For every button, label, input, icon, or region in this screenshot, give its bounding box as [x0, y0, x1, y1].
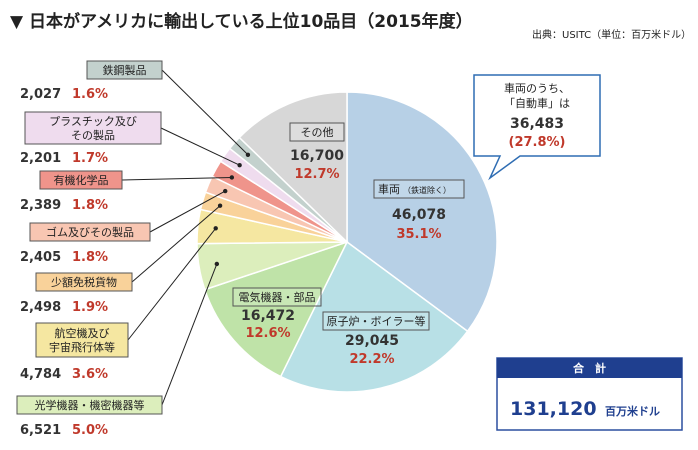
label-box-duty-free	[35, 272, 133, 292]
value-vehicles: 46,078	[392, 207, 446, 223]
label-box-plastic	[24, 111, 162, 145]
label-other: その他	[301, 126, 334, 139]
pie-slices	[196, 91, 498, 393]
label-plastic-line2: その製品	[71, 128, 115, 142]
leader-duty-free	[131, 205, 221, 283]
percent-electrical: 12.6%	[245, 326, 290, 341]
leader-aircraft	[127, 228, 217, 341]
percent-aircraft: 3.6%	[72, 367, 108, 382]
leader-dot-duty-free	[217, 203, 223, 208]
source-note: 出典：USITC（単位：百万米ドル）	[532, 28, 691, 41]
leader-dot-organic	[229, 175, 235, 180]
label-duty-free: 少額免税貨物	[51, 275, 117, 289]
label-box-other	[289, 122, 345, 142]
total-value: 131,120	[510, 398, 597, 420]
leader-steel	[161, 69, 249, 156]
label-box-reactors	[322, 311, 430, 331]
percent-other: 12.7%	[294, 167, 339, 182]
label-aircraft-line2: 宇宙飛行体等	[49, 340, 115, 354]
value-duty-free: 2,498	[20, 300, 61, 315]
label-rubber: ゴム及びその製品	[46, 225, 134, 239]
label-vehicles-sub: （鉄道除く）	[403, 185, 451, 195]
percent-vehicles: 35.1%	[396, 227, 441, 242]
label-aircraft-line1: 航空機及び	[55, 326, 110, 340]
value-plastic: 2,201	[20, 151, 61, 166]
total-box: 合 計 131,120 百万米ドル	[496, 357, 683, 431]
label-box-optical	[16, 395, 163, 415]
label-box-aircraft	[35, 322, 129, 358]
percent-rubber: 1.8%	[72, 250, 108, 265]
percent-duty-free: 1.9%	[72, 300, 108, 315]
value-other: 16,700	[290, 148, 344, 164]
value-electrical: 16,472	[241, 308, 295, 324]
leader-rubber	[149, 190, 226, 233]
value-rubber: 2,405	[20, 250, 61, 265]
leader-dot-aircraft	[213, 226, 218, 231]
slice-electrical	[203, 240, 349, 378]
total-label: 合 計	[573, 361, 606, 375]
label-box-steel	[86, 60, 163, 80]
label-optical: 光学機器・機密機器等	[35, 398, 145, 412]
label-steel: 鉄鋼製品	[103, 63, 147, 77]
value-optical: 6,521	[20, 423, 61, 438]
label-vehicles: 車両	[378, 182, 400, 196]
callout-percent: (27.8%)	[509, 135, 566, 150]
total-header	[497, 358, 682, 378]
leader-optical	[161, 263, 218, 406]
callout-value: 36,483	[510, 116, 564, 132]
callout-line2: 「自動車」は	[504, 96, 570, 110]
label-organic: 有機化学品	[54, 173, 109, 187]
total-unit: 百万米ドル	[605, 404, 660, 418]
percent-reactors: 22.2%	[349, 352, 394, 367]
label-box-vehicles	[373, 179, 465, 199]
percent-organic: 1.8%	[72, 198, 108, 213]
inner-labels: その他 16,700 12.7% 車両 （鉄道除く） 46,078 35.1% …	[232, 122, 465, 367]
leader-dot-plastic	[237, 163, 242, 168]
label-box-rubber	[29, 222, 151, 242]
slice-other	[238, 91, 348, 244]
leader-dot-rubber	[223, 188, 228, 194]
automobile-callout: 車両のうち、 「自動車」は 36,483 (27.8%)	[473, 74, 601, 181]
value-steel: 2,027	[20, 87, 61, 102]
leader-plastic	[160, 127, 240, 166]
leader-dot-optical	[214, 261, 220, 267]
value-aircraft: 4,784	[20, 367, 61, 382]
leader-lines	[121, 69, 251, 406]
label-box-electrical	[232, 287, 322, 307]
label-box-organic	[39, 170, 123, 190]
percent-optical: 5.0%	[72, 423, 108, 438]
label-plastic-line1: プラスチック及び	[49, 115, 137, 128]
callout-line1: 車両のうち、	[504, 81, 570, 95]
left-labels: 鉄鋼製品 2,027 1.6% プラスチック及び その製品 2,201 1.7%…	[16, 60, 163, 438]
slice-reactors	[279, 240, 469, 393]
value-reactors: 29,045	[345, 333, 399, 349]
chart-title: ▼ 日本がアメリカに輸出している上位10品目（2015年度）	[10, 11, 473, 32]
label-reactors: 原子炉・ボイラー等	[327, 314, 426, 328]
leader-dot-steel	[245, 152, 251, 157]
percent-steel: 1.6%	[72, 87, 108, 102]
callout-bubble	[473, 74, 601, 181]
slice-vehicles	[346, 91, 498, 333]
value-organic: 2,389	[20, 198, 61, 213]
label-electrical: 電気機器・部品	[239, 290, 316, 304]
leader-organic	[121, 176, 232, 181]
percent-plastic: 1.7%	[72, 151, 108, 166]
